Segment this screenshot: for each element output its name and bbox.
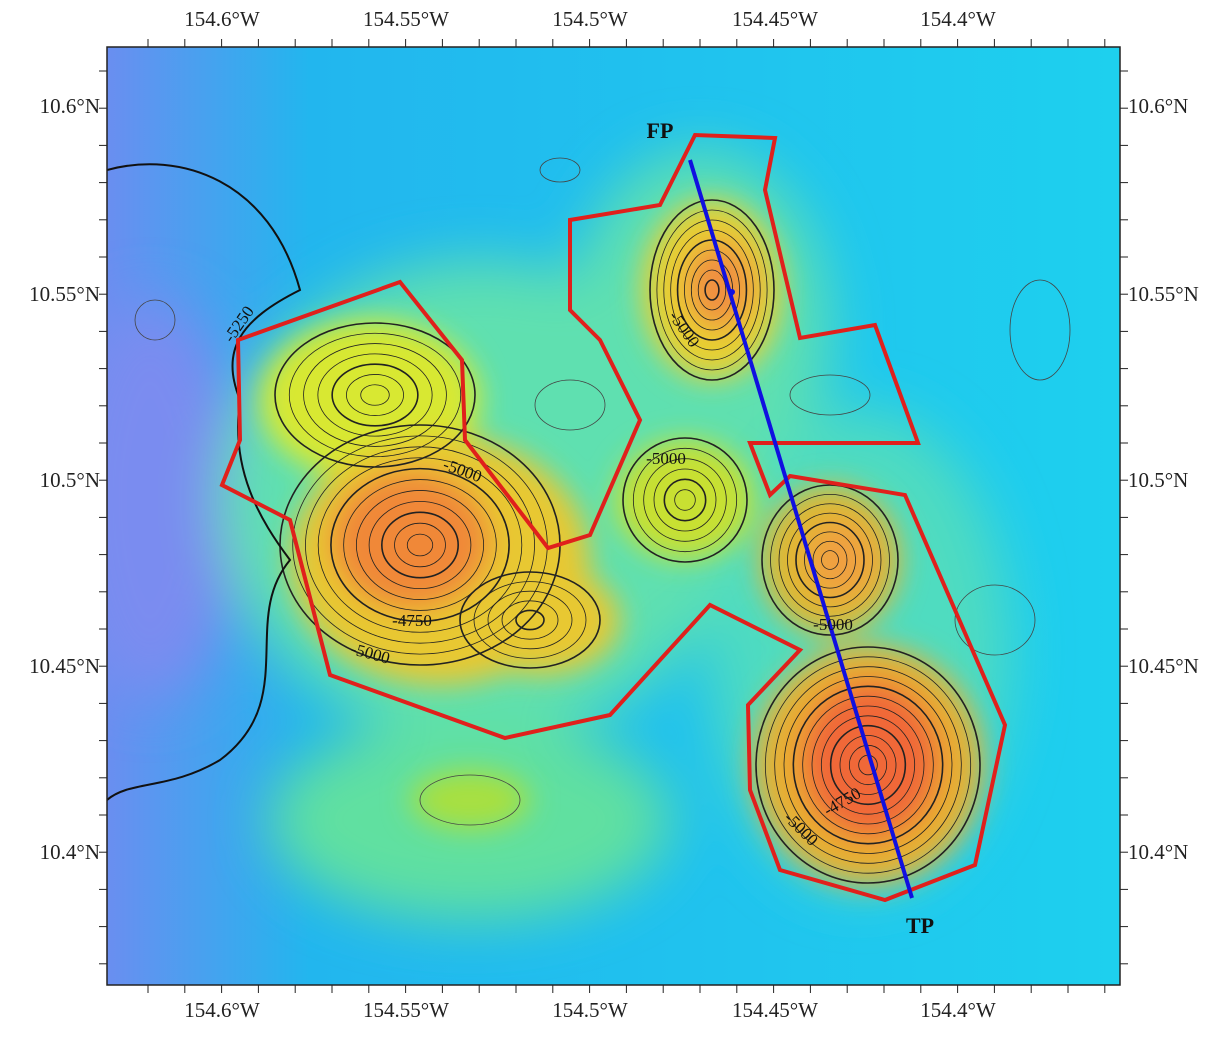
contour-label: -4750 bbox=[392, 611, 432, 630]
lat-label: 10.6°N bbox=[1128, 94, 1188, 118]
lon-label: 154.45°W bbox=[732, 998, 818, 1022]
lat-label: 10.5°N bbox=[1128, 468, 1188, 492]
lat-label: 10.45°N bbox=[1128, 654, 1199, 678]
lat-label: 10.45°N bbox=[29, 654, 100, 678]
lon-label: 154.6°W bbox=[184, 7, 260, 31]
contour-label: -5000 bbox=[646, 449, 686, 468]
lon-label: 154.55°W bbox=[363, 7, 449, 31]
lat-label: 10.5°N bbox=[40, 468, 100, 492]
lon-label: 154.5°W bbox=[552, 998, 628, 1022]
lat-label: 10.55°N bbox=[1128, 282, 1199, 306]
map: FP TP 154.6°W 154.6°W 154.55°W 154.55°W 154.… bbox=[0, 0, 1231, 1032]
lon-label: 154.55°W bbox=[363, 998, 449, 1022]
lat-label: 10.6°N bbox=[40, 94, 100, 118]
lat-label: 10.55°N bbox=[29, 282, 100, 306]
profile-start: FP bbox=[647, 118, 674, 143]
lon-label: 154.4°W bbox=[920, 998, 996, 1022]
contour-label: -5000 bbox=[813, 615, 853, 634]
lat-label: 10.4°N bbox=[40, 840, 100, 864]
profile-end: TP bbox=[906, 913, 934, 938]
lon-label: 154.45°W bbox=[732, 7, 818, 31]
lon-label: 154.5°W bbox=[552, 7, 628, 31]
lon-label: 154.4°W bbox=[920, 7, 996, 31]
lon-label: 154.6°W bbox=[184, 998, 260, 1022]
lat-label: 10.4°N bbox=[1128, 840, 1188, 864]
terrain bbox=[60, 47, 1120, 985]
